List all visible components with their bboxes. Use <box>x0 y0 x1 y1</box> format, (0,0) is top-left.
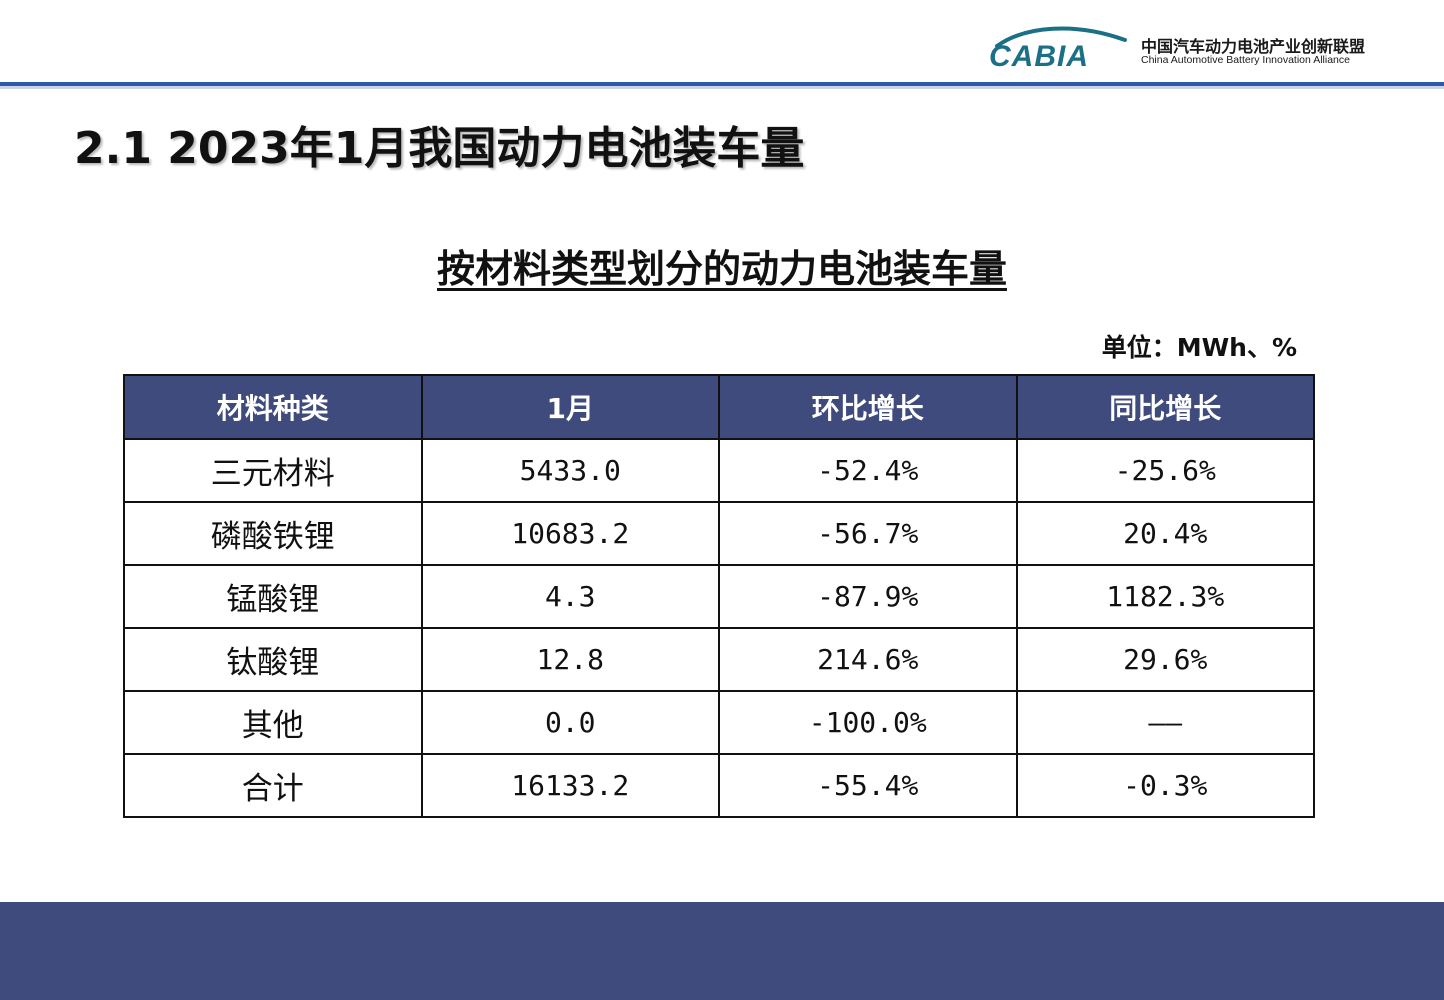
column-header-january: 1月 <box>420 374 720 440</box>
material-cell: 磷酸铁锂 <box>123 501 423 566</box>
january-cell: 4.3 <box>420 564 720 629</box>
column-header-material: 材料种类 <box>123 374 423 440</box>
mom-cell: -87.9% <box>718 564 1018 629</box>
mom-cell: -56.7% <box>718 501 1018 566</box>
january-cell: 12.8 <box>420 627 720 692</box>
january-cell: 16133.2 <box>420 753 720 818</box>
january-cell: 10683.2 <box>420 501 720 566</box>
page-title: 2.1 2023年1月我国动力电池装车量 <box>74 123 805 174</box>
table-row: 锰酸锂 4.3 -87.9% 1182.3% <box>123 564 1315 629</box>
yoy-cell: 29.6% <box>1015 627 1315 692</box>
mom-cell: 214.6% <box>718 627 1018 692</box>
logo-wordmark: CABIA <box>989 40 1089 72</box>
table-row: 三元材料 5433.0 -52.4% -25.6% <box>123 438 1315 503</box>
header-rule-shadow <box>0 86 1444 89</box>
material-cell: 其他 <box>123 690 423 755</box>
unit-label: 单位：MWh、% <box>1101 333 1297 362</box>
table-row-total: 合计 16133.2 -55.4% -0.3% <box>123 753 1315 818</box>
yoy-cell: 20.4% <box>1015 501 1315 566</box>
cabia-logo-mark: CABIA <box>989 26 1127 72</box>
column-header-mom-growth: 环比增长 <box>718 374 1018 440</box>
material-cell: 锰酸锂 <box>123 564 423 629</box>
yoy-cell: -25.6% <box>1015 438 1315 503</box>
cabia-logo: CABIA 中国汽车动力电池产业创新联盟 China Automotive Ba… <box>985 22 1385 72</box>
mom-cell: -100.0% <box>718 690 1018 755</box>
table-row: 磷酸铁锂 10683.2 -56.7% 20.4% <box>123 501 1315 566</box>
org-name-cn: 中国汽车动力电池产业创新联盟 <box>1141 37 1366 56</box>
material-cell: 合计 <box>123 753 423 818</box>
mom-cell: -52.4% <box>718 438 1018 503</box>
table-row: 其他 0.0 -100.0% —— <box>123 690 1315 755</box>
mom-cell: -55.4% <box>718 753 1018 818</box>
footer-band <box>0 902 1444 1000</box>
header-rule <box>0 82 1444 86</box>
yoy-cell: —— <box>1015 690 1315 755</box>
material-cell: 三元材料 <box>123 438 423 503</box>
table-row: 钛酸锂 12.8 214.6% 29.6% <box>123 627 1315 692</box>
january-cell: 0.0 <box>420 690 720 755</box>
material-cell: 钛酸锂 <box>123 627 423 692</box>
january-cell: 5433.0 <box>420 438 720 503</box>
column-header-yoy-growth: 同比增长 <box>1015 374 1315 440</box>
table-title-wrapper: 按材料类型划分的动力电池装车量 <box>0 238 1444 293</box>
yoy-cell: 1182.3% <box>1015 564 1315 629</box>
org-name-en: China Automotive Battery Innovation Alli… <box>1141 54 1350 66</box>
battery-table: 材料种类 1月 环比增长 同比增长 三元材料 5433.0 -52.4% -25… <box>123 374 1315 818</box>
table-header-row: 材料种类 1月 环比增长 同比增长 <box>123 374 1315 440</box>
table-title: 按材料类型划分的动力电池装车量 <box>436 247 1007 291</box>
yoy-cell: -0.3% <box>1015 753 1315 818</box>
